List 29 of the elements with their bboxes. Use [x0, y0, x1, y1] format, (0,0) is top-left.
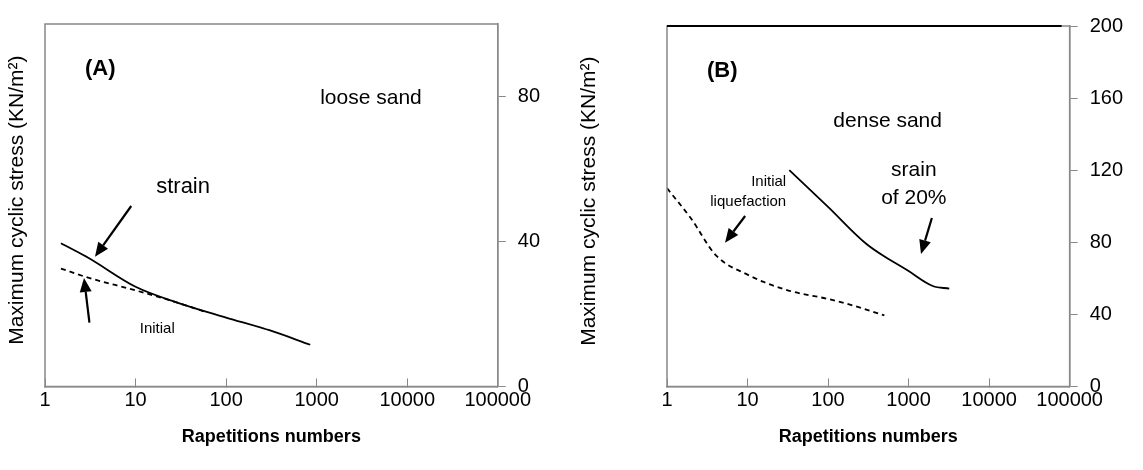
x-tick-label: 10	[124, 387, 147, 410]
y-tick-label: 200	[1089, 13, 1124, 36]
text: (A)	[85, 55, 116, 81]
y-tick-label: 80	[517, 84, 540, 106]
annotation: Initial	[139, 318, 175, 336]
x-axis-title: Rapetitions numbers	[778, 426, 958, 447]
x-tick-label: 10000	[961, 387, 1017, 410]
x-tick-label: 10	[736, 387, 759, 410]
y-axis-title: Maximum cyclic stress (KN/m²)	[575, 56, 599, 346]
annotation: dense sand	[833, 107, 942, 131]
annotation: srain of 20%	[881, 156, 947, 209]
x-tick-label: 1000	[886, 387, 931, 410]
y-tick-label: 160	[1089, 85, 1124, 108]
x-tick-label: 1	[661, 387, 673, 410]
y-tick-label: 40	[517, 228, 540, 251]
y-tick-label: 80	[1089, 229, 1112, 252]
y-tick-label: 120	[1089, 157, 1124, 180]
annotation: loose sand	[320, 85, 422, 109]
annotation: Initial liquefaction	[710, 172, 787, 210]
annotation: strain	[156, 173, 210, 199]
text: (B)	[707, 57, 738, 83]
x-tick-label: 10000	[379, 387, 436, 410]
x-tick-label: 100	[209, 387, 243, 410]
x-tick-label: 1	[39, 387, 51, 410]
y-axis-title: Maximum cyclic stress (KN/m²)	[3, 55, 27, 345]
x-tick-label: 1000	[294, 387, 339, 410]
y-tick-label: 40	[1089, 301, 1112, 324]
x-tick-label: 100	[811, 387, 845, 410]
x-axis-title: Rapetitions numbers	[181, 426, 361, 447]
